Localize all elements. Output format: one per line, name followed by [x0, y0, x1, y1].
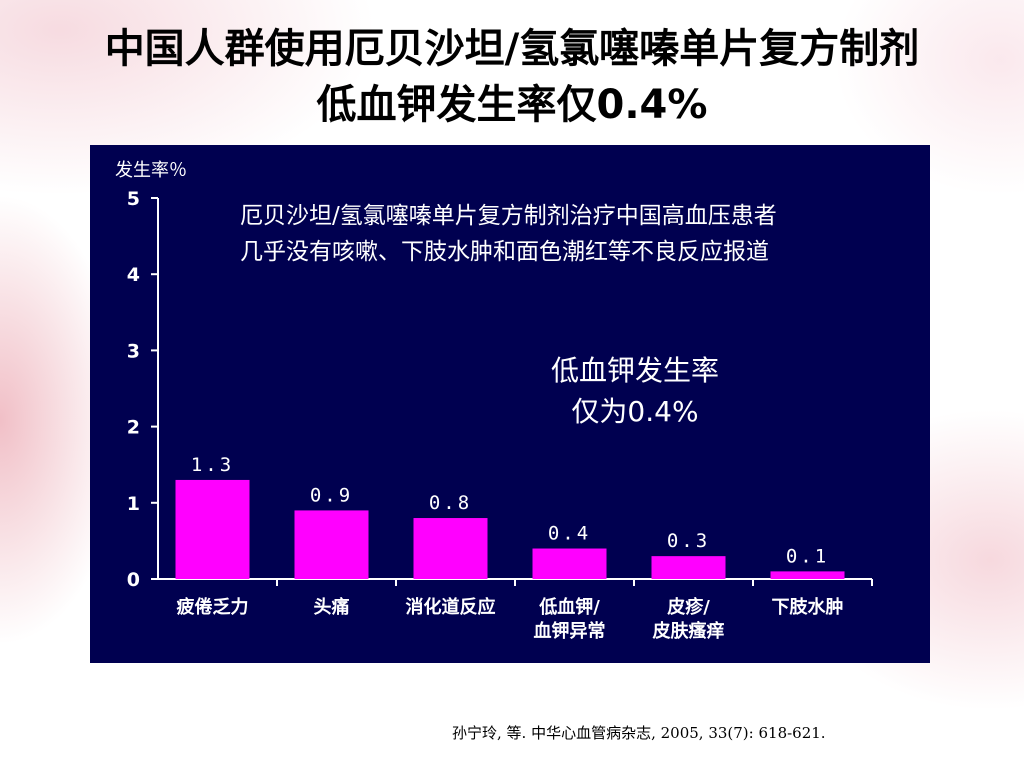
data-label: 0.1 [786, 545, 829, 567]
bar [294, 510, 369, 579]
y-tick-label: 4 [127, 264, 140, 286]
chart-panel: 发生率％ 厄贝沙坦/氢氯噻嗪单片复方制剂治疗中国高血压患者 几乎没有咳嗽、下肢水… [90, 145, 930, 663]
bar [532, 548, 607, 579]
bars [175, 479, 845, 579]
x-tick-label: 下肢水肿 [772, 596, 844, 618]
citation: 孙宁玲, 等. 中华心血管病杂志, 2005, 33(7): 618-621. [452, 724, 826, 742]
data-label: 0.9 [310, 484, 353, 506]
y-tick-label: 2 [127, 417, 140, 439]
y-axis-label: 发生率％ [115, 160, 187, 181]
annotation-note-line-1: 厄贝沙坦/氢氯噻嗪单片复方制剂治疗中国高血压患者 [240, 203, 777, 229]
x-tick-label: 血钾异常 [534, 620, 606, 642]
x-tick-label: 头痛 [314, 596, 350, 618]
data-label: 0.4 [548, 523, 591, 545]
data-label: 1.3 [191, 454, 234, 476]
y-tick-label: 0 [127, 569, 140, 591]
slide-title-line-2: 低血钾发生率仅0.4% [316, 82, 708, 128]
highlight-line-1: 低血钾发生率 [551, 354, 719, 387]
axes: 0 1 2 3 4 5 [127, 188, 873, 591]
x-tick-label: 消化道反应 [406, 596, 496, 618]
y-tick-label: 5 [127, 188, 140, 210]
y-tick-label: 3 [127, 340, 140, 362]
annotation-note-line-2: 几乎没有咳嗽、下肢水肿和面色潮红等不良反应报道 [240, 239, 769, 265]
x-tick-label: 疲倦乏力 [177, 596, 249, 618]
highlight-line-2: 仅为0.4% [571, 395, 698, 428]
y-tick-label: 1 [127, 493, 140, 515]
slide-title-line-1: 中国人群使用厄贝沙坦/氢氯噻嗪单片复方制剂 [104, 26, 920, 72]
x-tick-label: 皮疹/ [667, 596, 710, 618]
bar [651, 556, 726, 579]
data-label: 0.3 [667, 530, 710, 552]
bar [770, 571, 845, 579]
bar-chart: 发生率％ 厄贝沙坦/氢氯噻嗪单片复方制剂治疗中国高血压患者 几乎没有咳嗽、下肢水… [115, 160, 873, 642]
x-tick-label: 低血钾/ [538, 596, 600, 618]
bar [175, 479, 250, 579]
x-tick-label: 皮肤瘙痒 [653, 620, 725, 642]
data-labels: 1.3 0.9 0.8 0.4 0.3 0.1 [191, 454, 829, 567]
bar [413, 518, 488, 579]
data-label: 0.8 [429, 492, 472, 514]
x-tick-labels: 疲倦乏力 头痛 消化道反应 低血钾/血钾异常 皮疹/皮肤瘙痒 下肢水肿 [177, 596, 844, 642]
